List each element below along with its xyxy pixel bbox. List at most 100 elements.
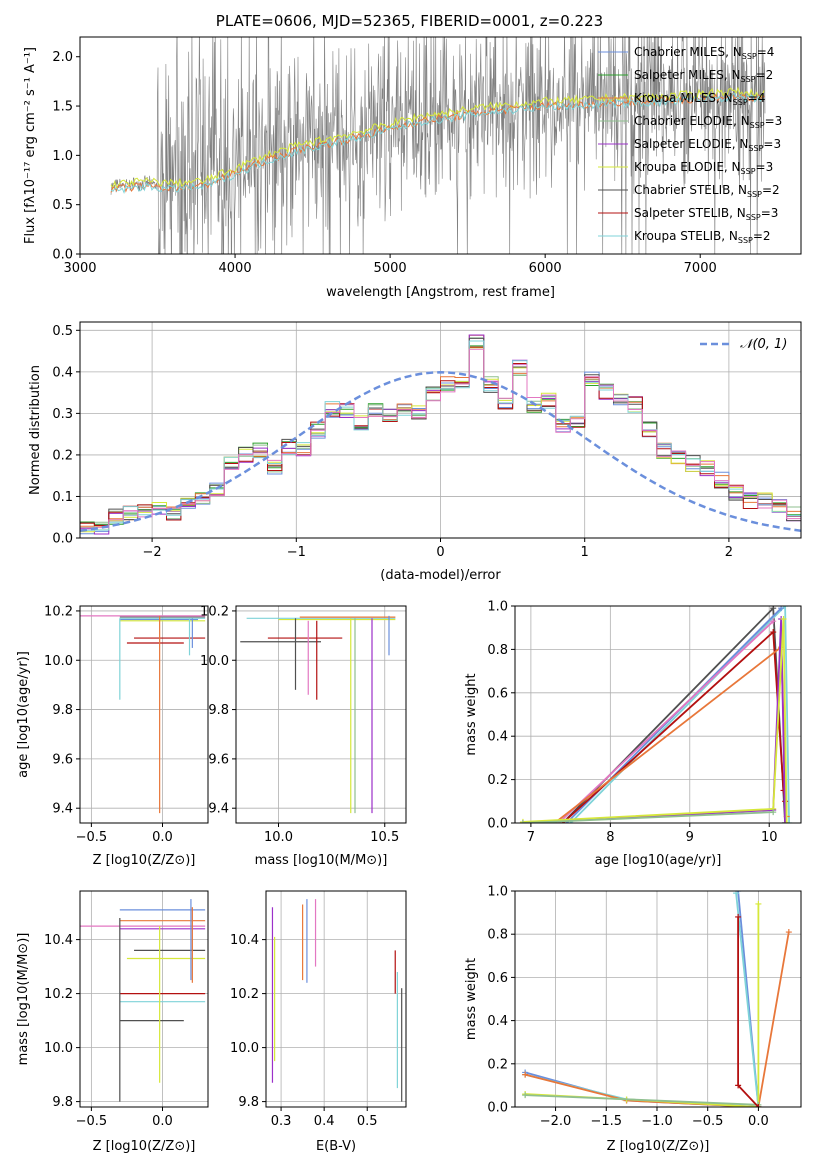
age-vs-z-xlabel: Z [log10(Z/Z⊙)] (93, 853, 196, 868)
y-tick-label: 9.8 (238, 1095, 259, 1110)
y-tick-label: 10.0 (44, 654, 73, 669)
legend-entry: Salpeter ELODIE, NSSP=3 (634, 137, 781, 153)
y-tick-label: 10.2 (200, 604, 229, 619)
weight-vs-z-ylabel: mass weight (464, 958, 479, 1040)
y-tick-label: 0.0 (52, 532, 73, 547)
y-tick-label: 9.8 (52, 703, 73, 718)
legend-entry: Chabrier STELIB, NSSP=2 (634, 183, 780, 199)
histogram-chabrier_stelib (80, 337, 801, 526)
legend-entry-sub: SSP (750, 121, 765, 130)
axes-frame-weight_vs_age (514, 605, 802, 824)
legend-entry-sub: SSP (742, 52, 757, 61)
spectrum-ylabel: Flux [fλ10⁻¹⁷ erg cm⁻² s⁻¹ A⁻¹] (23, 47, 38, 244)
legend-entry-sub: SSP (741, 167, 756, 176)
legend-entry-suffix: =2 (753, 229, 771, 243)
x-tick-label: 10.0 (264, 830, 293, 845)
weight-line-kroupa_elodie (522, 618, 788, 823)
y-tick-label: 10.2 (230, 987, 259, 1002)
y-tick-label: 10.0 (200, 654, 229, 669)
mass-vs-z-xlabel: Z [log10(Z/Z⊙)] (93, 1139, 196, 1154)
residuals-ylabel: Normed distribution (28, 365, 43, 495)
weight-line-chabrier_elodie (525, 1094, 759, 1106)
y-tick-label: 0.2 (487, 1057, 508, 1072)
weight-marker (782, 606, 789, 609)
plot-area-age_vs_mass (240, 615, 396, 814)
y-tick-label: 0.0 (487, 817, 508, 832)
weight-marker (735, 913, 742, 920)
weight-marker (770, 809, 777, 816)
y-tick-label: 0.0 (487, 1101, 508, 1116)
y-tick-label: 0.1 (52, 490, 73, 505)
x-tick-label: 9 (686, 830, 694, 845)
y-tick-label: 10.2 (44, 604, 73, 619)
x-tick-label: 1 (581, 545, 589, 560)
weight-line-kroupa_miles (554, 645, 788, 823)
y-tick-label: 1.5 (52, 100, 73, 115)
axes-frame-mass_vs_Z (79, 890, 209, 1108)
y-tick-label: 0.8 (487, 643, 508, 658)
y-tick-label: 10.4 (230, 933, 259, 948)
mass-vs-z-ylabel: mass [log10(M/M⊙)] (16, 933, 31, 1066)
chart-residuals: −2 −1 0 1 2 0.0 0.1 0.2 0.3 0.4 0.5 (52, 321, 802, 560)
legend-entry: Salpeter MILES, NSSP=2 (634, 68, 773, 84)
y-tick-label: 0.8 (487, 928, 508, 943)
legend-entry-sub: SSP (738, 236, 753, 245)
x-tick-label: −2.0 (540, 1114, 572, 1129)
spectrum-xlabel: wavelength [Angstrom, rest frame] (326, 285, 555, 300)
y-tick-label: 9.6 (208, 752, 229, 767)
legend-entry: Kroupa MILES, NSSP=4 (634, 91, 765, 107)
axes-frame-mass_vs_ebv (265, 890, 407, 1108)
y-tick-label: 2.0 (52, 50, 73, 65)
y-tick-label: 0.5 (52, 198, 73, 213)
axes-frame-spectrum (79, 36, 802, 255)
legend-entry-suffix: =3 (756, 160, 774, 174)
x-tick-label: 0 (436, 545, 444, 560)
x-tick-label: 0.3 (271, 1114, 292, 1129)
legend-entry-sub: SSP (741, 75, 756, 84)
x-tick-label: 5000 (374, 261, 407, 276)
axes-frame-age_vs_mass (235, 605, 407, 824)
legend-entry-sub: SSP (746, 213, 761, 222)
y-tick-label: 9.8 (52, 1095, 73, 1110)
plot-area-weight_vs_Z (522, 891, 792, 1107)
y-tick-label: 9.8 (208, 703, 229, 718)
weight-marker (783, 820, 790, 823)
legend-entry: Kroupa ELODIE, NSSP=3 (634, 160, 773, 176)
legend-entry: Kroupa STELIB, NSSP=2 (634, 229, 771, 245)
weight-marker (770, 629, 777, 636)
x-tick-label: 0.5 (357, 1114, 378, 1129)
chart-weight_vs_age: 7 8 9 10 0.0 0.2 0.4 0.6 0.8 1.0 (487, 600, 802, 845)
spectrum-data-line (110, 37, 766, 254)
weight-line-chabrier_elodie (522, 811, 774, 823)
weight-vs-age-ylabel: mass weight (464, 673, 479, 755)
x-tick-label: −0.5 (76, 1114, 108, 1129)
spectrum-model-kroupa_stelib (110, 93, 765, 195)
legend-entry-suffix: =4 (757, 45, 775, 59)
y-tick-label: 10.2 (44, 987, 73, 1002)
y-tick-label: 0.6 (487, 971, 508, 986)
weight-marker (782, 820, 789, 823)
x-tick-label: −1.5 (590, 1114, 622, 1129)
legend-entry-sub: SSP (733, 98, 748, 107)
weight-marker (519, 820, 526, 823)
legend-entry: Chabrier ELODIE, NSSP=3 (634, 114, 782, 130)
plot-area-weight_vs_age (519, 606, 793, 823)
weight-line-chabrier_miles (524, 891, 760, 1107)
legend-entry-suffix: =2 (756, 68, 774, 82)
y-tick-label: 1.0 (487, 600, 508, 615)
x-tick-label: 0.0 (152, 830, 173, 845)
x-tick-label: −0.5 (692, 1114, 724, 1129)
plot-area-spectrum (110, 37, 766, 254)
legend-entry-sub: SSP (747, 190, 762, 199)
y-tick-label: 0.4 (487, 1014, 508, 1029)
x-tick-label: 0.4 (314, 1114, 335, 1129)
x-tick-label: 8 (606, 830, 614, 845)
x-tick-label: 6000 (529, 261, 562, 276)
y-tick-label: 9.4 (52, 802, 73, 817)
chart-mass_vs_Z: −0.5 0.0 9.8 10.0 10.2 10.4 (44, 890, 209, 1129)
y-tick-label: 1.0 (487, 885, 508, 900)
weight-vs-z-xlabel: Z [log10(Z/Z⊙)] (607, 1139, 710, 1154)
chart-age_vs_Z: −0.5 0.0 9.4 9.6 9.8 10.0 10.2 (44, 604, 209, 845)
age-vs-mass-xlabel: mass [log10(M/M⊙)] (255, 853, 388, 868)
